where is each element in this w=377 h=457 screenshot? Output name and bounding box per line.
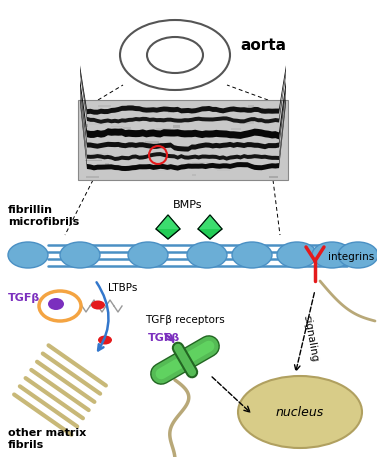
Text: aorta: aorta (240, 37, 286, 53)
Polygon shape (198, 215, 222, 239)
Bar (113, 120, 128, 122)
Text: TGFβ receptors: TGFβ receptors (145, 315, 225, 325)
Ellipse shape (128, 242, 168, 268)
Bar (89, 122, 106, 125)
Bar (107, 144, 117, 147)
Bar (104, 143, 120, 144)
Bar (107, 142, 118, 144)
Text: nucleus: nucleus (276, 405, 324, 419)
Bar (166, 129, 173, 130)
Bar (120, 146, 132, 148)
Bar (193, 156, 205, 158)
Bar (78, 100, 288, 180)
Bar (248, 105, 254, 107)
Ellipse shape (98, 335, 112, 345)
Bar (261, 110, 269, 112)
Ellipse shape (60, 242, 100, 268)
Bar (239, 121, 254, 123)
Text: signaling: signaling (301, 314, 319, 362)
Ellipse shape (232, 242, 272, 268)
Ellipse shape (312, 242, 352, 268)
Ellipse shape (277, 242, 317, 268)
Polygon shape (80, 85, 286, 152)
Text: integrins: integrins (328, 252, 374, 262)
Ellipse shape (8, 242, 48, 268)
Polygon shape (156, 215, 180, 229)
Bar (217, 170, 230, 171)
Bar (192, 162, 208, 163)
Bar (85, 124, 88, 127)
Bar (105, 163, 109, 166)
Bar (112, 120, 121, 122)
Text: LTBPs: LTBPs (108, 283, 137, 293)
Polygon shape (80, 79, 286, 139)
Bar (268, 175, 278, 178)
Bar (93, 154, 107, 156)
Text: other matrix
fibrils: other matrix fibrils (8, 428, 86, 450)
Ellipse shape (187, 242, 227, 268)
Bar (192, 175, 196, 176)
Bar (231, 128, 241, 130)
Polygon shape (80, 98, 286, 171)
Bar (156, 128, 171, 130)
Bar (98, 108, 101, 109)
Ellipse shape (48, 298, 64, 310)
Text: BMPs: BMPs (173, 200, 203, 210)
Bar (158, 122, 166, 123)
Text: TGFβ: TGFβ (148, 333, 180, 343)
Bar (162, 117, 169, 120)
Bar (84, 159, 103, 161)
Polygon shape (80, 93, 286, 161)
Bar (102, 119, 109, 122)
Bar (146, 144, 153, 146)
Bar (173, 125, 180, 128)
Ellipse shape (238, 376, 362, 448)
Polygon shape (198, 215, 222, 229)
Bar (262, 145, 280, 147)
Polygon shape (80, 65, 286, 115)
Bar (145, 141, 159, 144)
Bar (156, 170, 172, 171)
Text: TGFβ: TGFβ (8, 293, 40, 303)
Bar (126, 134, 136, 135)
Bar (258, 108, 263, 110)
Bar (168, 110, 174, 113)
Ellipse shape (91, 301, 105, 309)
Bar (98, 105, 111, 106)
Bar (127, 105, 134, 106)
Bar (143, 134, 154, 137)
Bar (111, 126, 123, 128)
Text: fibrillin
microfibrils: fibrillin microfibrils (8, 205, 79, 227)
Polygon shape (156, 215, 180, 239)
Bar (86, 176, 99, 178)
Ellipse shape (338, 242, 377, 268)
Polygon shape (80, 70, 286, 124)
